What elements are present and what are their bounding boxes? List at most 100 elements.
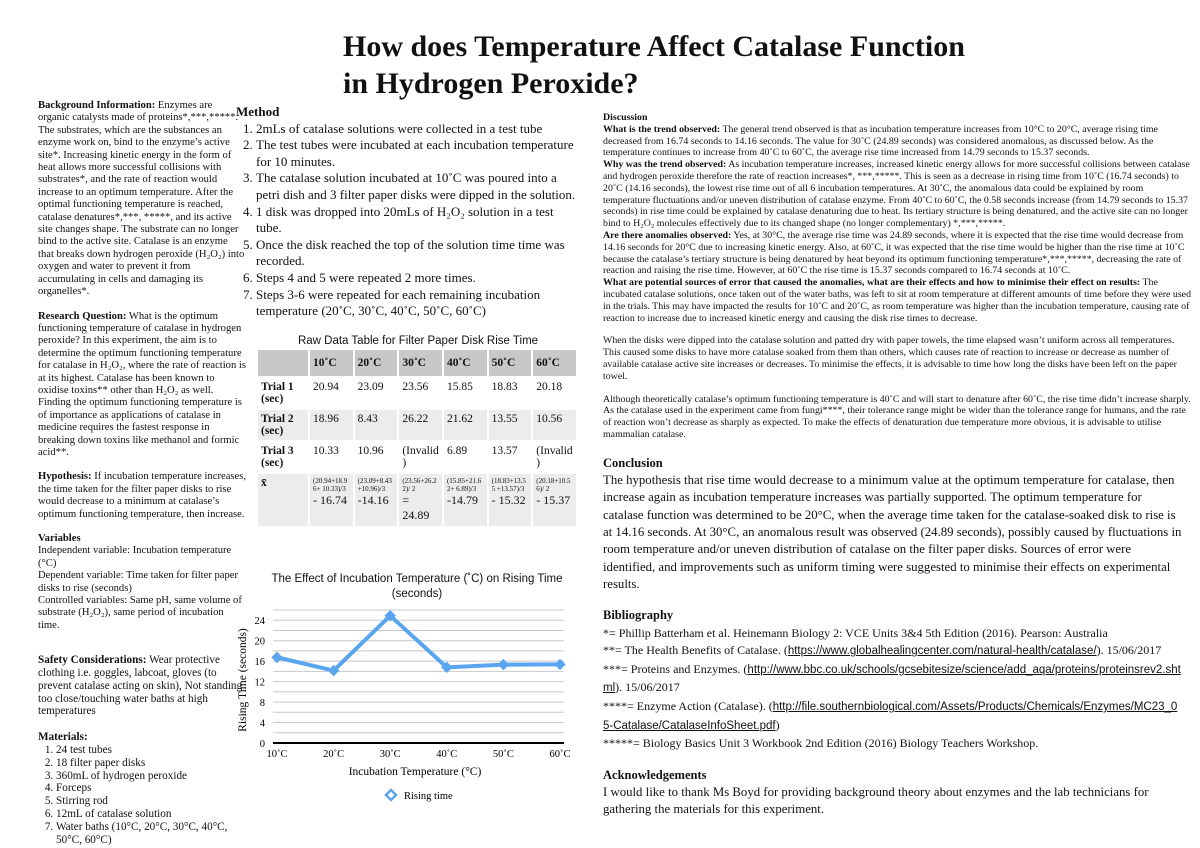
x-axis-label: Incubation Temperature (°C) bbox=[349, 766, 482, 778]
bibliography-link[interactable]: http://www.bbc.co.uk/schools/gcsebitesiz… bbox=[603, 663, 1181, 695]
bibliography-link[interactable]: https://www.globalhealingcenter.com/natu… bbox=[787, 645, 1097, 658]
column-header: 60˚C bbox=[531, 347, 578, 378]
materials-list: 24 test tubes18 filter paper disks360mL … bbox=[38, 744, 246, 846]
column-header bbox=[256, 347, 310, 378]
method-heading: Method bbox=[236, 104, 280, 119]
bibliography-section: Bibliography *= Phillip Batterham et al.… bbox=[603, 607, 1183, 753]
table-cell: Trial 2 (sec) bbox=[256, 407, 310, 442]
mean-formula: (15.85+21.62+ 6.89)/3 bbox=[446, 476, 482, 493]
y-tick-label: 12 bbox=[255, 678, 266, 689]
y-tick-label: 24 bbox=[255, 616, 266, 627]
conclusion-section: Conclusion The hypothesis that rise time… bbox=[603, 455, 1182, 591]
column-header: 40˚C bbox=[441, 347, 489, 378]
mean-formula: (23.09+8.43 +10.96)/3 bbox=[357, 476, 392, 493]
background-section: Background Information: Enzymes are orga… bbox=[38, 100, 245, 298]
y-tick-label: 16 bbox=[255, 657, 266, 668]
table-row: Trial 2 (sec) 18.96 8.43 26.22 21.62 13.55 10.… bbox=[256, 407, 578, 442]
column-header: 50˚C bbox=[486, 347, 534, 378]
mean-value: - 15.32 bbox=[491, 492, 526, 507]
x-tick-label: 30˚C bbox=[380, 749, 401, 760]
y-tick-label: 0 bbox=[260, 739, 265, 750]
mean-value: -14.16 bbox=[357, 492, 389, 507]
method-step: 2mLs of catalase solutions were collecte… bbox=[256, 121, 580, 138]
table-cell: 10.33 bbox=[308, 439, 355, 474]
mean-cell: (15.85+21.62+ 6.89)/3 -14.79 bbox=[441, 471, 489, 528]
material-item: 24 test tubes bbox=[56, 744, 246, 757]
left-column: Background Information: Enzymes are orga… bbox=[38, 100, 246, 846]
table-cell: 21.62 bbox=[441, 407, 489, 442]
mean-value: -14.79 bbox=[446, 492, 478, 507]
bibliography-link[interactable]: http://file.southernbiological.com/Asset… bbox=[603, 701, 1178, 732]
discussion-questions: What is the trend observed: The general … bbox=[603, 123, 1192, 324]
acknowledgements-heading: Acknowledgements bbox=[603, 767, 707, 782]
raw-data-table: 10˚C 20˚C 30˚C 40˚C 50˚C 60˚C Trial 1 (sec) 20… bbox=[256, 347, 578, 528]
discussion-paragraph: Although theoretically catalase’s optimu… bbox=[603, 393, 1191, 440]
table-row: Trial 1 (sec) 20.94 23.09 23.56 15.85 18.83 20… bbox=[256, 375, 578, 410]
mean-cell: (20.18+10.56)/ 2- 15.37 bbox=[531, 471, 578, 528]
table-cell: 13.57 bbox=[486, 439, 534, 474]
table-cell: 10.96 bbox=[352, 439, 400, 474]
data-point bbox=[327, 664, 340, 677]
research-question-section: Research Question: What is the optimum f… bbox=[38, 310, 246, 458]
method-step: Steps 3-6 were repeated for each remaini… bbox=[256, 287, 580, 320]
method-step: The catalase solution incubated at 10˚C … bbox=[256, 170, 580, 203]
middle-column: Method 2mLs of catalase solutions were c… bbox=[236, 104, 580, 528]
material-item: Water baths (10°C, 20°C, 30°C, 40°C, 50°… bbox=[56, 821, 246, 847]
x-tick-label: 40˚C bbox=[436, 749, 457, 760]
mean-formula: (20.18+10.56)/ 2 bbox=[536, 476, 571, 493]
right-column: Discussion What is the trend observed: T… bbox=[603, 112, 1191, 819]
table-header-row: 10˚C 20˚C 30˚C 40˚C 50˚C 60˚C bbox=[256, 347, 578, 378]
method-step: Once the disk reached the top of the sol… bbox=[256, 237, 580, 270]
poster-title: How does Temperature Affect Catalase Fun… bbox=[343, 30, 965, 100]
x-tick-label: 20˚C bbox=[323, 749, 344, 760]
conclusion-heading: Conclusion bbox=[603, 455, 663, 470]
table-cell: 20.94 bbox=[308, 375, 355, 410]
table-title: Raw Data Table for Filter Paper Disk Ris… bbox=[297, 334, 539, 347]
table-cell: 20.18 bbox=[531, 375, 578, 410]
mean-value: = 24.89 bbox=[402, 492, 430, 522]
mean-label: x̄ bbox=[256, 471, 310, 528]
material-item: Stirring rod bbox=[56, 795, 246, 808]
table-cell: 10.56 bbox=[531, 407, 578, 442]
mean-value: - 16.74 bbox=[313, 492, 347, 507]
table-cell: Trial 1 (sec) bbox=[256, 375, 310, 410]
table-cell: 26.22 bbox=[397, 407, 444, 442]
method-step: Steps 4 and 5 were repeated 2 more times… bbox=[256, 270, 580, 287]
material-item: 18 filter paper disks bbox=[56, 757, 246, 770]
material-item: Forceps bbox=[56, 782, 246, 795]
table-row: Trial 3 (sec) 10.33 10.96 (Invalid) 6.89 13.5… bbox=[256, 439, 578, 474]
mean-value: - 15.37 bbox=[536, 492, 571, 507]
table-cell: (Invalid) bbox=[397, 439, 444, 474]
x-tick-label: 50˚C bbox=[493, 749, 514, 760]
mean-cell: (23.56+26.22)/ 2 = 24.89 bbox=[397, 471, 444, 528]
mean-cell: (23.09+8.43 +10.96)/3 -14.16 bbox=[352, 471, 400, 528]
mean-cell: (20.94+18.96+ 10.33)/3- 16.74 bbox=[308, 471, 355, 528]
material-item: 360mL of hydrogen peroxide bbox=[56, 770, 246, 783]
column-header: 30˚C bbox=[397, 347, 444, 378]
table-cell: (Invalid) bbox=[531, 439, 578, 474]
column-header: 10˚C bbox=[308, 347, 355, 378]
table-cell: Trial 3 (sec) bbox=[256, 439, 310, 474]
material-item: 12mL of catalase solution bbox=[56, 808, 246, 821]
method-step: The test tubes were incubated at each in… bbox=[256, 137, 580, 170]
data-point bbox=[271, 651, 283, 664]
table-cell: 8.43 bbox=[352, 407, 400, 442]
series-line bbox=[276, 613, 561, 673]
y-tick-label: 4 bbox=[260, 719, 266, 730]
table-cell: 6.89 bbox=[441, 439, 489, 474]
discussion-heading: Discussion bbox=[603, 112, 648, 123]
legend-label: Rising time bbox=[404, 791, 453, 802]
method-steps: 2mLs of catalase solutions were collecte… bbox=[236, 121, 580, 320]
column-header: 20˚C bbox=[352, 347, 400, 378]
mean-formula: (20.94+18.96+ 10.33)/3 bbox=[313, 476, 348, 493]
data-point bbox=[497, 658, 510, 671]
table-cell: 15.85 bbox=[441, 375, 489, 410]
mean-cell: (18.83+13.55 +13.57)/3- 15.32 bbox=[486, 471, 534, 528]
data-point bbox=[554, 658, 566, 671]
legend-marker bbox=[384, 788, 398, 802]
x-tick-label: 60˚C bbox=[550, 749, 571, 760]
table-cell: 18.96 bbox=[308, 407, 355, 442]
method-section: Method 2mLs of catalase solutions were c… bbox=[236, 104, 580, 320]
y-tick-label: 20 bbox=[255, 637, 266, 648]
safety-materials: Safety Considerations: Wear protective c… bbox=[38, 654, 246, 846]
